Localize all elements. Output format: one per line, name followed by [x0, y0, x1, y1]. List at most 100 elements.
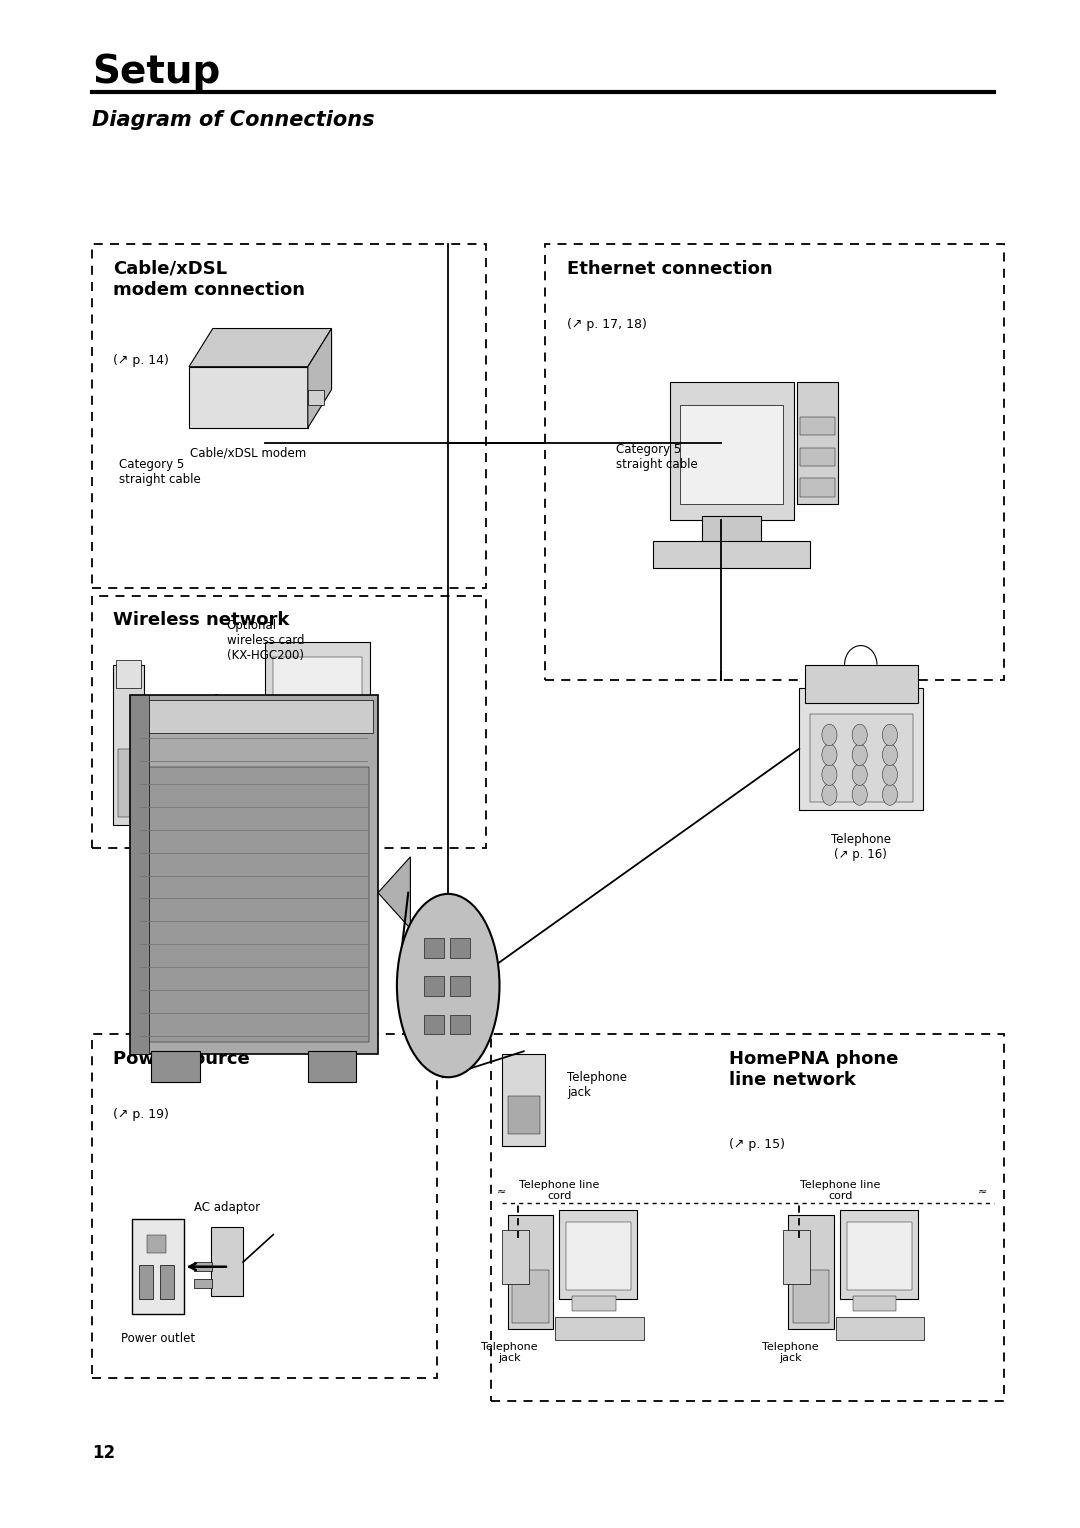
Bar: [265, 642, 370, 756]
Bar: [160, 1265, 174, 1299]
Bar: [836, 1317, 924, 1340]
Bar: [853, 1296, 896, 1311]
Bar: [670, 382, 794, 520]
Circle shape: [822, 744, 837, 766]
Circle shape: [882, 724, 897, 746]
Bar: [680, 405, 783, 504]
Text: Category 5 
straight cable: Category 5 straight cable: [119, 458, 201, 486]
Text: Telephone line
cord: Telephone line cord: [800, 1180, 880, 1201]
Text: (↗ p. 17, 18): (↗ p. 17, 18): [567, 318, 647, 332]
Bar: [653, 541, 810, 568]
Circle shape: [852, 764, 867, 785]
Circle shape: [882, 784, 897, 805]
Circle shape: [882, 744, 897, 766]
Text: ≈: ≈: [977, 1187, 987, 1198]
Bar: [512, 1270, 549, 1323]
Text: ≈: ≈: [497, 1187, 507, 1198]
Bar: [797, 382, 838, 504]
Bar: [189, 367, 308, 428]
Bar: [491, 1034, 1004, 1401]
Polygon shape: [308, 329, 332, 428]
Circle shape: [852, 744, 867, 766]
Bar: [566, 1222, 631, 1290]
Bar: [273, 657, 362, 744]
Bar: [799, 688, 923, 810]
Bar: [702, 516, 761, 542]
Text: Diagram of Connections: Diagram of Connections: [92, 110, 375, 130]
Bar: [259, 753, 376, 787]
Bar: [194, 1279, 212, 1288]
Bar: [135, 700, 373, 733]
Bar: [235, 718, 327, 810]
Text: Telephone line
cord: Telephone line cord: [519, 1180, 599, 1201]
Bar: [92, 596, 486, 848]
Bar: [800, 448, 835, 466]
Text: Telephone
jack: Telephone jack: [567, 1071, 627, 1099]
Bar: [545, 244, 1004, 680]
Bar: [211, 1227, 243, 1296]
Bar: [508, 1215, 553, 1329]
Bar: [92, 244, 486, 588]
Bar: [502, 1230, 529, 1284]
Polygon shape: [378, 857, 410, 929]
Circle shape: [822, 784, 837, 805]
Circle shape: [822, 764, 837, 785]
Bar: [450, 938, 470, 958]
Text: (↗ p. 14): (↗ p. 14): [113, 354, 170, 368]
Bar: [118, 749, 139, 817]
Bar: [151, 1051, 200, 1082]
Text: (↗ p. 19): (↗ p. 19): [113, 1108, 170, 1122]
Bar: [559, 1210, 637, 1299]
Text: Category 5
straight cable: Category 5 straight cable: [616, 443, 698, 471]
Text: AC adaptor: AC adaptor: [193, 1201, 260, 1215]
Text: Ethernet connection: Ethernet connection: [567, 260, 772, 278]
Bar: [113, 665, 144, 825]
Bar: [130, 695, 149, 1054]
Bar: [783, 1230, 810, 1284]
Circle shape: [822, 724, 837, 746]
Bar: [800, 417, 835, 435]
Text: Power source: Power source: [113, 1050, 251, 1068]
Text: (↗ p. 15): (↗ p. 15): [729, 1138, 785, 1152]
Polygon shape: [189, 329, 332, 367]
Bar: [572, 1296, 616, 1311]
Text: 12: 12: [92, 1444, 114, 1462]
Text: Cable/xDSL modem: Cable/xDSL modem: [190, 446, 307, 460]
Bar: [194, 1262, 212, 1271]
Bar: [308, 1051, 356, 1082]
Text: Power outlet: Power outlet: [121, 1332, 194, 1346]
Bar: [810, 714, 913, 802]
Bar: [308, 390, 324, 405]
Text: Wireless network: Wireless network: [113, 611, 289, 630]
Text: Cable/xDSL
modem connection: Cable/xDSL modem connection: [113, 260, 306, 298]
Circle shape: [882, 764, 897, 785]
Bar: [130, 695, 378, 1054]
Text: Telephone
(↗ p. 16): Telephone (↗ p. 16): [831, 833, 891, 860]
Circle shape: [852, 724, 867, 746]
Bar: [243, 730, 320, 799]
Bar: [424, 1015, 444, 1034]
Circle shape: [852, 784, 867, 805]
Bar: [116, 660, 141, 688]
Bar: [424, 976, 444, 996]
Bar: [147, 1235, 166, 1253]
Bar: [800, 478, 835, 497]
Bar: [793, 1270, 829, 1323]
Bar: [92, 1034, 437, 1378]
Bar: [502, 1054, 545, 1146]
Bar: [840, 1210, 918, 1299]
Bar: [788, 1215, 834, 1329]
Bar: [132, 1219, 184, 1314]
Text: Telephone
jack: Telephone jack: [762, 1342, 819, 1363]
Bar: [450, 976, 470, 996]
Bar: [805, 665, 918, 703]
Text: HomePNA phone
line network: HomePNA phone line network: [729, 1050, 899, 1088]
Text: Optional
wireless card
(KX-HGC200): Optional wireless card (KX-HGC200): [227, 619, 305, 662]
Bar: [555, 1317, 644, 1340]
Bar: [232, 807, 330, 833]
Text: Telephone
jack: Telephone jack: [482, 1342, 538, 1363]
Bar: [508, 1096, 540, 1134]
Bar: [450, 1015, 470, 1034]
Bar: [139, 1265, 153, 1299]
Bar: [138, 767, 369, 1042]
